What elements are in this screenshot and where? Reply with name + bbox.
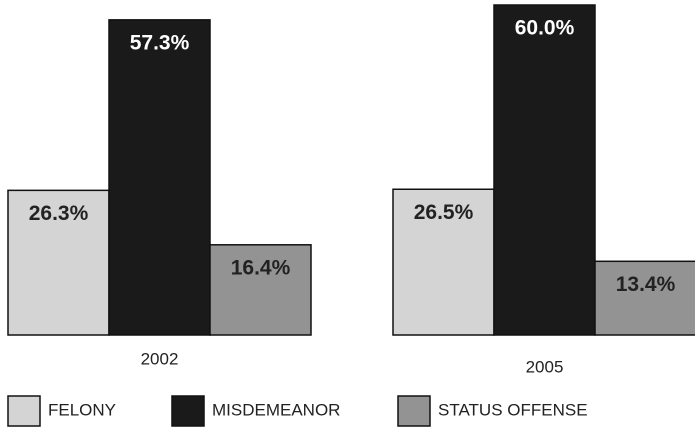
bar bbox=[594, 260, 695, 336]
x-tick-label: 2005 bbox=[526, 357, 564, 376]
bar bbox=[493, 4, 596, 336]
legend-label: MISDEMEANOR bbox=[212, 400, 340, 419]
value-label: 26.3% bbox=[29, 202, 89, 225]
bar bbox=[108, 19, 211, 336]
legend-label: STATUS OFFENSE bbox=[438, 400, 588, 419]
value-label: 60.0% bbox=[515, 17, 575, 40]
value-label: 57.3% bbox=[130, 31, 190, 54]
legend-swatch bbox=[397, 395, 431, 427]
value-label: 16.4% bbox=[231, 256, 291, 279]
legend-swatch bbox=[7, 395, 41, 427]
bar bbox=[7, 189, 110, 336]
bar bbox=[209, 244, 312, 336]
bar bbox=[392, 188, 495, 336]
value-label: 13.4% bbox=[616, 273, 676, 296]
x-tick-label: 2002 bbox=[141, 349, 179, 368]
legend-swatch bbox=[171, 395, 205, 427]
value-label: 26.5% bbox=[414, 201, 474, 224]
legend-label: FELONY bbox=[48, 400, 116, 419]
